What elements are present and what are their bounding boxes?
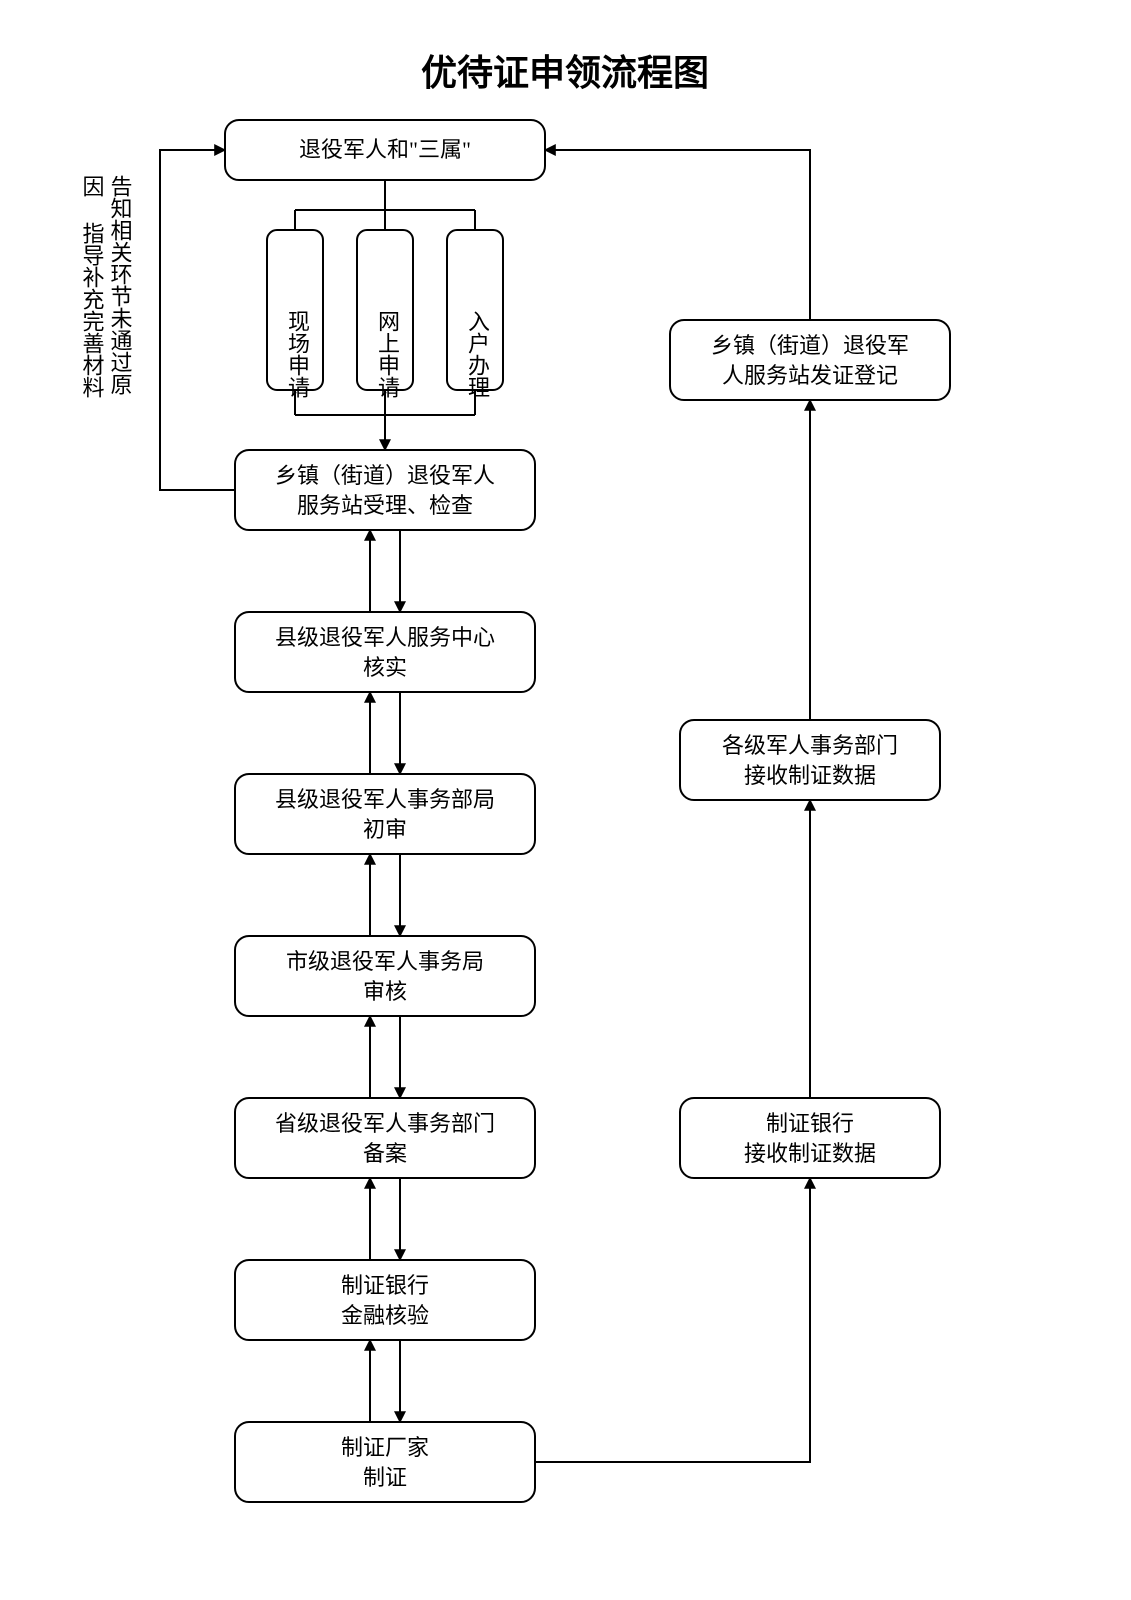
node-apply-home: 入户办理	[447, 230, 503, 398]
node-city-review: 市级退役军人事务局 审核	[235, 936, 535, 1016]
svg-text:人服务站发证登记: 人服务站发证登记	[722, 363, 898, 388]
svg-text:服务站受理、检查: 服务站受理、检查	[297, 493, 473, 518]
svg-text:各级军人事务部门: 各级军人事务部门	[722, 733, 898, 758]
svg-text:制证银行: 制证银行	[341, 1273, 429, 1298]
node-accept: 乡镇（街道）退役军人 服务站受理、检查	[235, 450, 535, 530]
svg-text:核实: 核实	[363, 655, 407, 680]
node-apply-online: 网上申请	[357, 230, 413, 398]
node-province: 省级退役军人事务部门 备案	[235, 1098, 535, 1178]
node-bank-receive: 制证银行 接收制证数据	[680, 1098, 940, 1178]
svg-text:退役军人和"三属": 退役军人和"三属"	[299, 137, 471, 162]
svg-text:县级退役军人事务部局: 县级退役军人事务部局	[275, 787, 495, 812]
node-bank-check: 制证银行 金融核验	[235, 1260, 535, 1340]
svg-text:接收制证数据: 接收制证数据	[744, 763, 876, 788]
svg-text:初审: 初审	[363, 817, 407, 842]
node-start: 退役军人和"三属"	[225, 120, 545, 180]
node-dept-receive: 各级军人事务部门 接收制证数据	[680, 720, 940, 800]
node-apply-onsite: 现场申请	[267, 230, 323, 398]
svg-text:网上申请: 网上申请	[375, 310, 400, 398]
side-note-col1: 告知相关环节未通过原	[108, 175, 133, 395]
svg-text:备案: 备案	[363, 1141, 407, 1166]
svg-text:接收制证数据: 接收制证数据	[744, 1141, 876, 1166]
svg-text:省级退役军人事务部门: 省级退役军人事务部门	[275, 1111, 495, 1136]
svg-text:乡镇（街道）退役军: 乡镇（街道）退役军	[711, 333, 909, 358]
svg-text:乡镇（街道）退役军人: 乡镇（街道）退役军人	[275, 463, 495, 488]
node-issue: 乡镇（街道）退役军 人服务站发证登记	[670, 320, 950, 400]
flowchart-diagram: 优待证申领流程图 退役军人和"三属" 现场申请 网上申请 入户办理 乡镇（街道）…	[0, 0, 1131, 1600]
svg-text:审核: 审核	[363, 979, 407, 1004]
svg-text:制证银行: 制证银行	[766, 1111, 854, 1136]
svg-text:现场申请: 现场申请	[285, 310, 310, 398]
svg-text:制证: 制证	[363, 1465, 407, 1490]
svg-text:金融核验: 金融核验	[341, 1303, 429, 1328]
side-note-col2: 因 指导补充完善材料	[80, 175, 105, 398]
diagram-title: 优待证申领流程图	[421, 53, 709, 93]
node-verify: 县级退役军人服务中心 核实	[235, 612, 535, 692]
svg-text:市级退役军人事务局: 市级退役军人事务局	[286, 949, 484, 974]
svg-text:制证厂家: 制证厂家	[341, 1435, 429, 1460]
node-factory: 制证厂家 制证	[235, 1422, 535, 1502]
svg-text:县级退役军人服务中心: 县级退役军人服务中心	[275, 625, 495, 650]
svg-text:入户办理: 入户办理	[465, 310, 490, 398]
node-first-review: 县级退役军人事务部局 初审	[235, 774, 535, 854]
